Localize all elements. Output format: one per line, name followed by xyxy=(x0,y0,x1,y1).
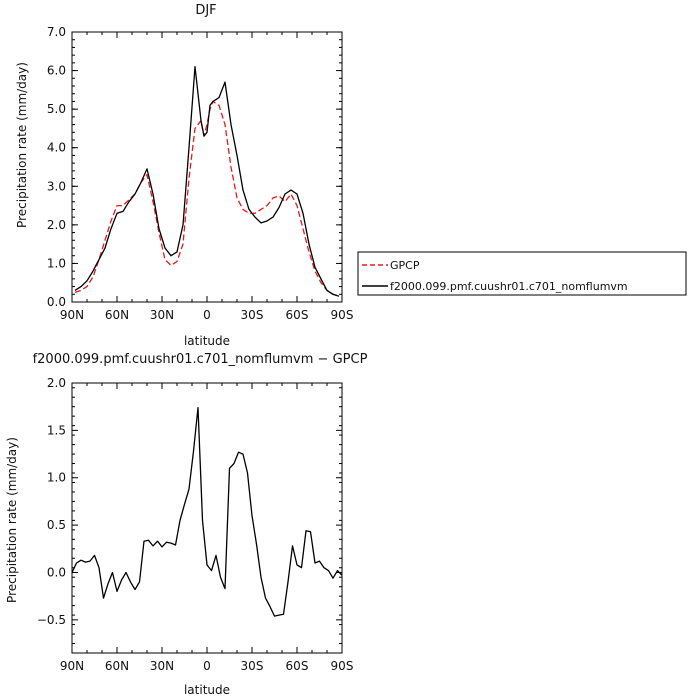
legend-label-model: f2000.099.pmf.cuushr01.c701_nomflumvm xyxy=(390,280,628,293)
top-x-tick-labels: 90N 60N 30N 0 30S 60S 90S xyxy=(60,308,354,322)
y-tick-label: 6.0 xyxy=(47,64,66,78)
legend: GPCP f2000.099.pmf.cuushr01.c701_nomflum… xyxy=(357,251,687,296)
top-series-line-1 xyxy=(74,66,340,297)
top-chart-title: DJF xyxy=(195,3,216,18)
bottom-x-tick-labels: 90N 60N 30N 0 30S 60S 90S xyxy=(60,659,354,673)
top-series-lines xyxy=(74,66,340,297)
bottom-series-lines xyxy=(71,406,343,617)
x-tick-label: 0 xyxy=(203,308,211,322)
x-tick-label: 30N xyxy=(150,659,174,673)
x-tick-label: 30S xyxy=(241,308,264,322)
top-ticks xyxy=(71,31,343,303)
y-tick-label: −0.5 xyxy=(37,613,66,627)
x-tick-label: 90S xyxy=(331,308,354,322)
bottom-y-tick-labels: −0.5 0.0 0.5 1.0 1.5 2.0 xyxy=(37,376,66,627)
bottom-series-line-0 xyxy=(71,406,343,617)
bottom-chart-title: f2000.099.pmf.cuushr01.c701_nomflumvm − … xyxy=(33,352,368,367)
top-y-tick-labels: 0.0 1.0 2.0 3.0 4.0 5.0 6.0 7.0 xyxy=(47,25,66,309)
x-tick-label: 60N xyxy=(105,659,129,673)
x-tick-label: 0 xyxy=(203,659,211,673)
y-tick-label: 2.0 xyxy=(47,218,66,232)
y-tick-label: 2.0 xyxy=(47,376,66,390)
top-series-line-0 xyxy=(74,100,340,297)
x-tick-label: 30S xyxy=(241,659,264,673)
y-tick-label: 5.0 xyxy=(47,102,66,116)
legend-box xyxy=(357,251,687,296)
top-y-axis-label: Precipitation rate (mm/day) xyxy=(15,62,29,228)
y-tick-label: 7.0 xyxy=(47,25,66,39)
top-plot-frame xyxy=(71,31,343,303)
y-tick-label: 1.0 xyxy=(47,471,66,485)
bottom-panel: f2000.099.pmf.cuushr01.c701_nomflumvm − … xyxy=(5,352,368,697)
bottom-plot-frame xyxy=(71,382,343,654)
y-tick-label: 0.0 xyxy=(47,295,66,309)
x-tick-label: 30N xyxy=(150,308,174,322)
top-panel: DJF 90N 60N 30N 0 30S 60S 90S 0.0 1.0 2.0 3.0 4.0 5… xyxy=(15,3,353,348)
bottom-y-axis-label: Precipitation rate (mm/day) xyxy=(5,437,19,603)
x-tick-label: 90N xyxy=(60,659,84,673)
x-tick-label: 60S xyxy=(286,659,309,673)
y-tick-label: 4.0 xyxy=(47,141,66,155)
x-tick-label: 60S xyxy=(286,308,309,322)
bottom-x-axis-label: latitude xyxy=(184,683,230,697)
y-tick-label: 1.5 xyxy=(47,423,66,437)
legend-label-gpcp: GPCP xyxy=(390,259,420,272)
x-tick-label: 90N xyxy=(60,308,84,322)
x-tick-label: 60N xyxy=(105,308,129,322)
top-x-axis-label: latitude xyxy=(184,334,230,348)
bottom-ticks xyxy=(71,382,343,654)
y-tick-label: 3.0 xyxy=(47,179,66,193)
x-tick-label: 90S xyxy=(331,659,354,673)
y-tick-label: 0.5 xyxy=(47,518,66,532)
y-tick-label: 0.0 xyxy=(47,565,66,579)
y-tick-label: 1.0 xyxy=(47,256,66,270)
